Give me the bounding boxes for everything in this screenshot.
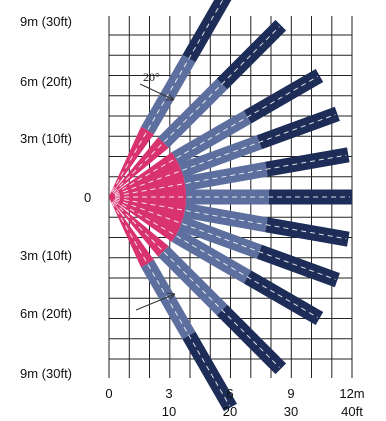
beam-centre-line [112, 26, 280, 194]
beam-centre-line [114, 76, 318, 195]
y-label-3m-bottom: 3m (10ft) [20, 248, 72, 263]
beam-far-zone [243, 270, 324, 325]
beam-centre-line [114, 199, 318, 318]
x-label-6m: 6 [226, 386, 233, 401]
x-label-9m: 9 [287, 386, 294, 401]
beam-near-zone [109, 196, 184, 231]
x-label-3m: 3 [165, 386, 172, 401]
beam-centre-line [114, 198, 336, 280]
y-label-6m-bottom: 6m (20ft) [20, 306, 72, 321]
beam-far-zone [182, 0, 232, 63]
beam-centre-line [112, 200, 280, 368]
x-label-0m: 0 [105, 386, 112, 401]
beam-group [109, 0, 352, 412]
beam-far-zone [265, 147, 350, 177]
beam-far-zone [256, 106, 340, 150]
beam-centre-line [114, 154, 347, 197]
y-label-6m-top: 6m (20ft) [20, 74, 72, 89]
beam-centre-line [111, 202, 230, 406]
beam-near-zone [109, 126, 154, 197]
x-label-30ft: 30 [284, 404, 298, 419]
beam-centre-line [114, 197, 347, 240]
beam-near-zone [109, 197, 154, 268]
y-label-zero: 0 [84, 190, 91, 205]
y-label-9m-top: 9m (30ft) [20, 14, 72, 29]
beam-far-zone [182, 331, 237, 412]
beam-near-zone [109, 189, 186, 205]
beam-centre-line [114, 114, 336, 196]
x-label-20ft: 20 [223, 404, 237, 419]
beam-near-zone [109, 197, 180, 242]
x-label-10ft: 10 [162, 404, 176, 419]
angle-arrow-top [139, 83, 175, 101]
beam-angle-label: 20° [143, 70, 160, 84]
x-label-40ft: 40ft [341, 404, 363, 419]
x-label-12m: 12m [339, 386, 364, 401]
beam-far-zone [243, 69, 324, 124]
y-label-3m-top: 3m (10ft) [20, 131, 72, 146]
beam-near-zone [109, 163, 184, 198]
beam-far-zone [256, 244, 340, 288]
beam-far-zone [269, 189, 352, 205]
beam-near-zone [109, 152, 180, 197]
y-label-9m-bottom: 9m (30ft) [20, 366, 72, 381]
angle-arrow-bottom [135, 292, 176, 311]
beam-far-zone [265, 217, 350, 247]
beam-centre-line [111, 0, 224, 192]
